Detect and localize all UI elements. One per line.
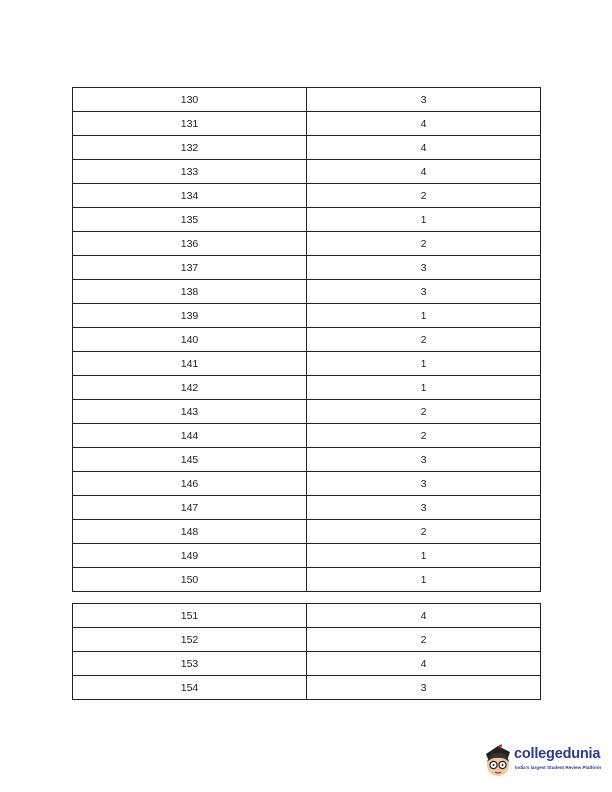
answer-cell: 4	[306, 159, 541, 184]
answer-cell: 3	[306, 471, 541, 496]
question-number-cell: 131	[72, 111, 307, 136]
table-row: 133 4	[72, 159, 541, 184]
table-row: 131 4	[72, 111, 541, 136]
table-row: 134 2	[72, 183, 541, 208]
table-row: 145 3	[72, 447, 541, 472]
table-row: 146 3	[72, 471, 541, 496]
answer-cell: 3	[306, 279, 541, 304]
question-number-cell: 150	[72, 567, 307, 592]
answer-cell: 2	[306, 627, 541, 652]
question-number-cell: 147	[72, 495, 307, 520]
answer-cell: 4	[306, 603, 541, 628]
table-row: 143 2	[72, 399, 541, 424]
question-number-cell: 133	[72, 159, 307, 184]
table-row: 139 1	[72, 303, 541, 328]
table-row: 140 2	[72, 327, 541, 352]
question-number-cell: 144	[72, 423, 307, 448]
table-row: 153 4	[72, 651, 541, 676]
question-number-cell: 148	[72, 519, 307, 544]
table-row: 150 1	[72, 567, 541, 592]
answer-cell: 1	[306, 375, 541, 400]
collegedunia-logo: collegedunia India's largest Student Rev…	[482, 744, 606, 778]
question-number-cell: 146	[72, 471, 307, 496]
question-number-cell: 138	[72, 279, 307, 304]
answer-cell: 1	[306, 567, 541, 592]
table-row: 141 1	[72, 351, 541, 376]
answer-cell: 3	[306, 255, 541, 280]
question-number-cell: 130	[72, 87, 307, 112]
table-row: 136 2	[72, 231, 541, 256]
question-number-cell: 137	[72, 255, 307, 280]
question-number-cell: 152	[72, 627, 307, 652]
answer-cell: 1	[306, 303, 541, 328]
logo-name: collegedunia	[514, 746, 601, 762]
question-number-cell: 139	[72, 303, 307, 328]
answer-cell: 2	[306, 327, 541, 352]
table-row: 148 2	[72, 519, 541, 544]
question-number-cell: 135	[72, 207, 307, 232]
logo-tagline: India's largest Student Review Platform	[515, 765, 602, 770]
table-row: 152 2	[72, 627, 541, 652]
question-number-cell: 145	[72, 447, 307, 472]
answer-cell: 4	[306, 111, 541, 136]
question-number-cell: 143	[72, 399, 307, 424]
answer-table-1: 130 3 131 4 132 4 133 4 134 2 135 1 136 2 137 3 138 3 139 1…	[72, 87, 541, 592]
table-row: 132 4	[72, 135, 541, 160]
question-number-cell: 132	[72, 135, 307, 160]
question-number-cell: 154	[72, 675, 307, 700]
table-row: 135 1	[72, 207, 541, 232]
question-number-cell: 153	[72, 651, 307, 676]
question-number-cell: 151	[72, 603, 307, 628]
question-number-cell: 142	[72, 375, 307, 400]
answer-cell: 1	[306, 207, 541, 232]
question-number-cell: 136	[72, 231, 307, 256]
question-number-cell: 134	[72, 183, 307, 208]
table-row: 144 2	[72, 423, 541, 448]
table-row: 151 4	[72, 603, 541, 628]
table-row: 149 1	[72, 543, 541, 568]
mascot-icon	[486, 744, 510, 776]
question-number-cell: 141	[72, 351, 307, 376]
answer-table-2: 151 4 152 2 153 4 154 3	[72, 603, 541, 700]
answer-cell: 1	[306, 543, 541, 568]
answer-cell: 2	[306, 423, 541, 448]
table-row: 142 1	[72, 375, 541, 400]
answer-cell: 2	[306, 183, 541, 208]
table-row: 130 3	[72, 87, 541, 112]
answer-cell: 1	[306, 351, 541, 376]
answer-cell: 4	[306, 135, 541, 160]
answer-cell: 3	[306, 495, 541, 520]
answer-cell: 3	[306, 447, 541, 472]
question-number-cell: 149	[72, 543, 307, 568]
answer-cell: 4	[306, 651, 541, 676]
table-row: 154 3	[72, 675, 541, 700]
table-row: 147 3	[72, 495, 541, 520]
table-row: 138 3	[72, 279, 541, 304]
table-row: 137 3	[72, 255, 541, 280]
question-number-cell: 140	[72, 327, 307, 352]
answer-cell: 3	[306, 675, 541, 700]
answer-cell: 2	[306, 399, 541, 424]
answer-cell: 2	[306, 231, 541, 256]
answer-cell: 3	[306, 87, 541, 112]
answer-cell: 2	[306, 519, 541, 544]
